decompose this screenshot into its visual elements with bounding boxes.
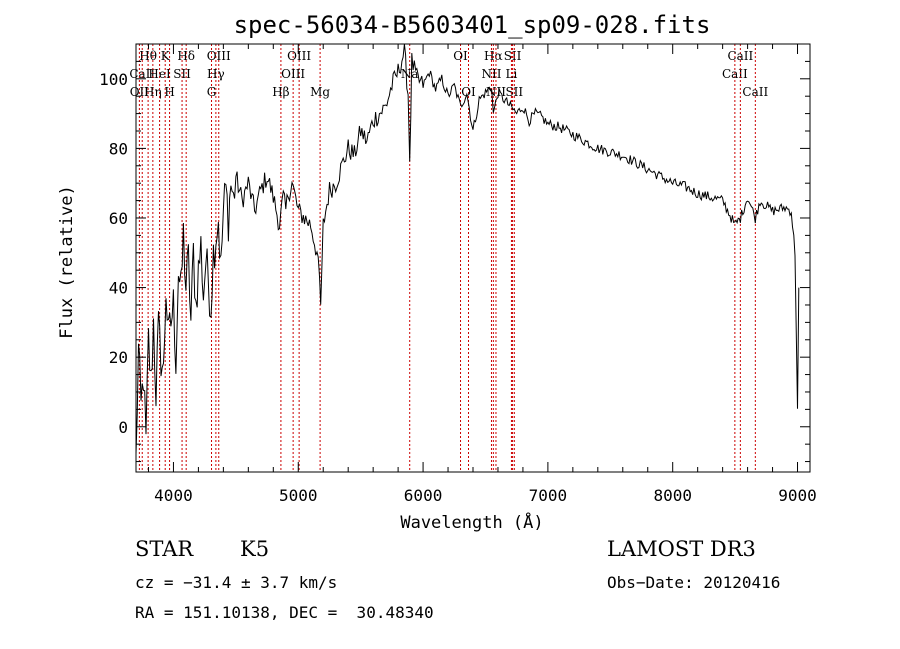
x-tick-label: 6000 bbox=[404, 486, 443, 505]
series-layer bbox=[135, 43, 800, 455]
line-label: HeI bbox=[148, 67, 171, 81]
redshift-velocity: cz = −31.4 ± 3.7 km/s bbox=[135, 573, 338, 592]
chart-title: spec-56034-B5603401_sp09-028.fits bbox=[234, 11, 711, 39]
line-label: SII bbox=[504, 49, 522, 63]
object-class: STAR bbox=[135, 537, 194, 561]
observation-date: Obs−Date: 20120416 bbox=[607, 573, 781, 592]
line-label: Na bbox=[401, 67, 419, 81]
line-label: OI bbox=[461, 85, 476, 99]
survey-name: LAMOST DR3 bbox=[607, 537, 756, 561]
line-label: NII bbox=[486, 85, 506, 99]
line-label: OII bbox=[130, 85, 150, 99]
x-axis-label: Wavelength (Å) bbox=[400, 511, 543, 533]
y-tick-label: 20 bbox=[109, 348, 128, 367]
y-tick-label: 80 bbox=[109, 139, 128, 158]
plot-frame bbox=[135, 43, 811, 473]
line-label: Hβ bbox=[272, 85, 289, 99]
sky-coordinates: RA = 151.10138, DEC = 30.48340 bbox=[135, 603, 434, 622]
line-label: CaII bbox=[727, 49, 753, 63]
line-label: Hδ bbox=[177, 49, 195, 63]
line-label: OIII bbox=[281, 67, 305, 81]
line-label: OIII bbox=[207, 49, 231, 63]
x-tick-label: 4000 bbox=[154, 486, 193, 505]
line-label: NII bbox=[481, 67, 501, 81]
line-label: K bbox=[161, 49, 171, 63]
line-label: H bbox=[164, 85, 174, 99]
line-label: Hα bbox=[484, 49, 503, 63]
line-label: SII bbox=[173, 67, 191, 81]
line-label: Mg bbox=[310, 85, 330, 99]
y-axis-label: Flux (relative) bbox=[57, 185, 77, 339]
y-tick-label: 100 bbox=[99, 70, 128, 89]
line-label: SII bbox=[505, 85, 523, 99]
line-label: CaII bbox=[742, 85, 768, 99]
x-tick-label: 7000 bbox=[529, 486, 568, 505]
line-label: OI bbox=[453, 49, 468, 63]
line-label: Hη bbox=[144, 85, 162, 99]
object-subclass: K5 bbox=[240, 537, 270, 561]
axis-ticks: 4000 5000 6000 7000 8000 9000 0 20 40 60 80 100 bbox=[99, 43, 817, 505]
line-label: CaII bbox=[722, 67, 748, 81]
spectrum-line bbox=[135, 43, 800, 455]
line-label: Hγ bbox=[207, 67, 225, 81]
line-label: OIII bbox=[287, 49, 311, 63]
y-tick-label: 40 bbox=[109, 279, 128, 298]
y-tick-label: 0 bbox=[118, 418, 128, 437]
line-label: G bbox=[207, 85, 217, 99]
x-tick-label: 8000 bbox=[653, 486, 692, 505]
x-tick-label: 5000 bbox=[279, 486, 318, 505]
line-label: Li bbox=[506, 67, 518, 81]
x-tick-label: 9000 bbox=[778, 486, 817, 505]
y-tick-label: 60 bbox=[109, 209, 128, 228]
